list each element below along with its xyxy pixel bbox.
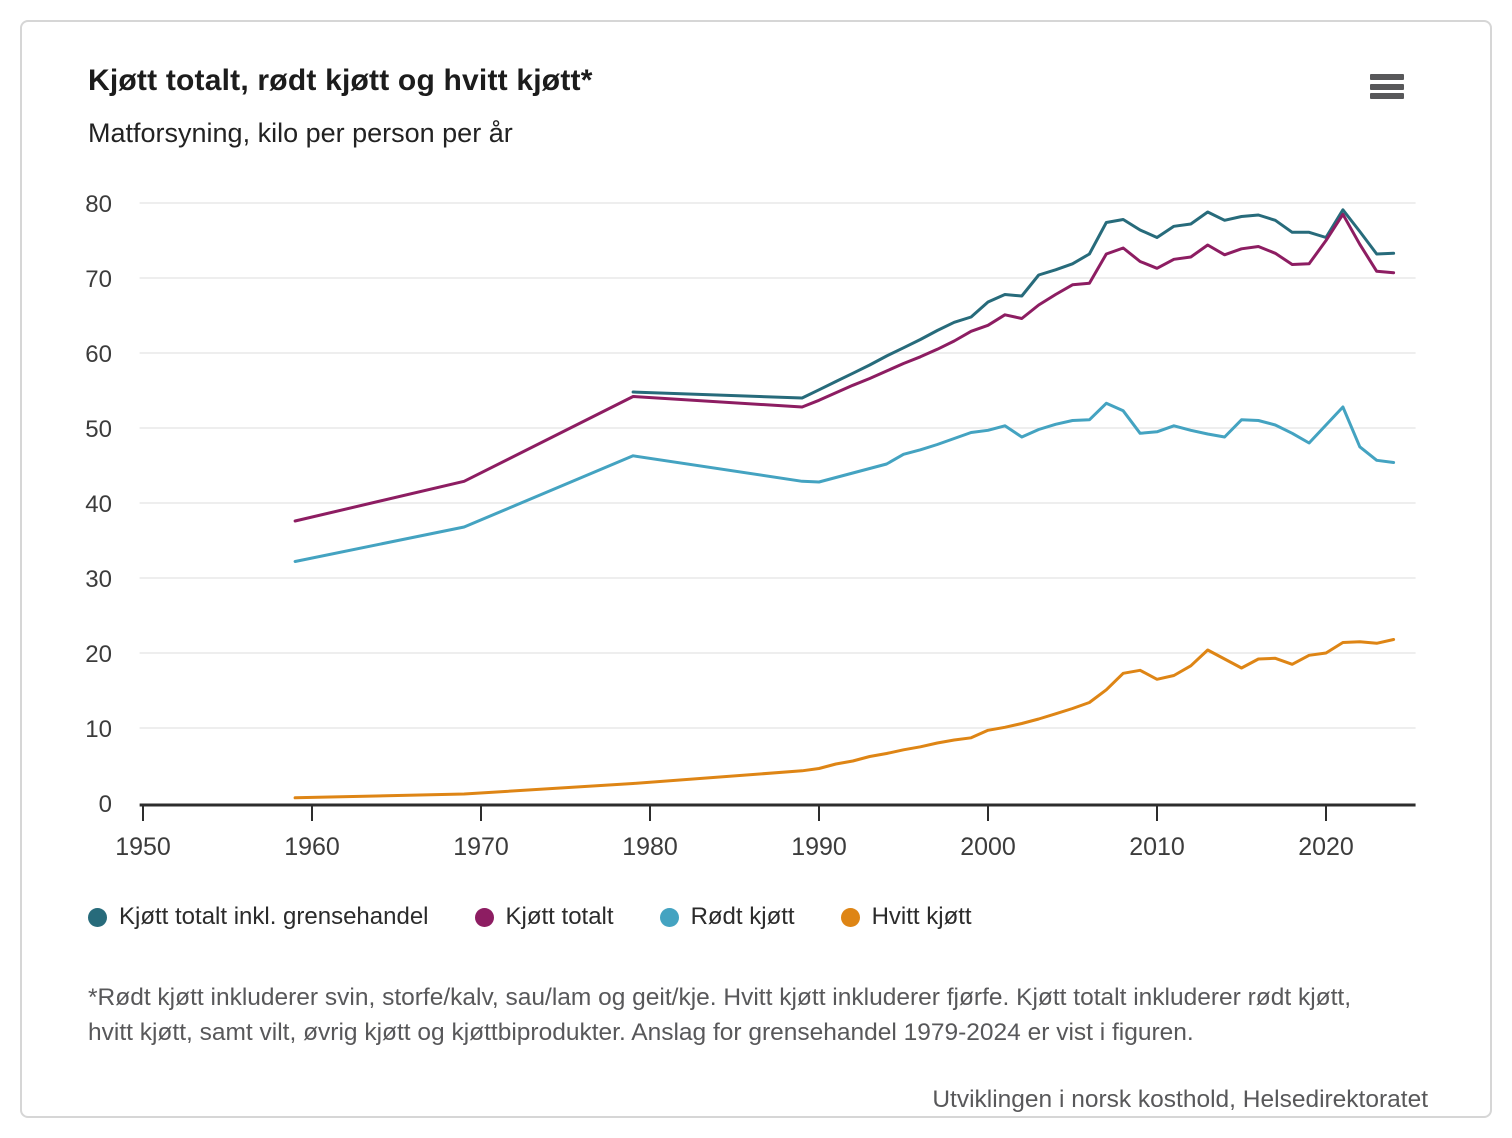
- legend-label: Kjøtt totalt inkl. grensehandel: [119, 903, 429, 930]
- y-axis-tick-label: 30: [85, 566, 112, 593]
- y-axis-tick-label: 60: [85, 341, 112, 368]
- x-axis-tick-label: 2010: [1129, 833, 1185, 861]
- legend-item-1[interactable]: Kjøtt totalt: [474, 903, 614, 931]
- chart-title: Kjøtt totalt, rødt kjøtt og hvitt kjøtt*: [88, 64, 593, 97]
- hamburger-bar: [1370, 93, 1404, 99]
- legend-dot-icon: [474, 907, 494, 927]
- y-axis-tick-label: 70: [85, 266, 112, 293]
- legend-dot-icon: [659, 907, 679, 927]
- chart-source: Utviklingen i norsk kosthold, Helsedirek…: [932, 1086, 1428, 1113]
- x-axis-tick-label: 1950: [115, 833, 171, 861]
- series-line-2[interactable]: [293, 401, 1396, 563]
- legend-label: Rødt kjøtt: [690, 903, 795, 930]
- x-axis-tick-label: 1970: [453, 833, 509, 861]
- y-axis-tick-label: 10: [85, 716, 112, 743]
- series-line-1[interactable]: [293, 212, 1396, 523]
- hamburger-menu-icon[interactable]: [1370, 74, 1404, 99]
- hamburger-bar: [1370, 74, 1404, 80]
- legend-dot-icon: [88, 907, 107, 927]
- legend-item-2[interactable]: Rødt kjøtt: [659, 903, 795, 931]
- legend-item-0[interactable]: Kjøtt totalt inkl. grensehandel: [88, 903, 429, 931]
- x-axis-tick-label: 1960: [284, 833, 340, 861]
- y-axis-tick-label: 50: [85, 416, 112, 443]
- y-axis-tick-label: 0: [99, 791, 112, 818]
- chart-subtitle: Matforsyning, kilo per person per år: [88, 118, 513, 148]
- x-axis-tick-label: 1980: [622, 833, 678, 861]
- series-line-0[interactable]: [631, 208, 1396, 400]
- series-line-3[interactable]: [293, 638, 1396, 800]
- hamburger-bar: [1370, 83, 1404, 90]
- x-axis-tick-label: 1990: [791, 833, 847, 861]
- y-axis-tick-label: 80: [85, 191, 112, 218]
- chart-footnote: *Rødt kjøtt inkluderer svin, storfe/kalv…: [88, 984, 1352, 1046]
- y-axis-tick-label: 40: [85, 491, 112, 518]
- y-axis-tick-label: 20: [85, 641, 112, 668]
- chart-legend: Kjøtt totalt inkl. grensehandel Kjøtt tot…: [88, 903, 972, 931]
- legend-dot-icon: [840, 907, 860, 927]
- legend-label: Kjøtt totalt: [505, 903, 614, 930]
- legend-label: Hvitt kjøtt: [871, 903, 972, 930]
- x-axis-tick-label: 2000: [960, 833, 1016, 861]
- legend-item-3[interactable]: Hvitt kjøtt: [840, 903, 972, 931]
- x-axis-tick-label: 2020: [1298, 833, 1354, 861]
